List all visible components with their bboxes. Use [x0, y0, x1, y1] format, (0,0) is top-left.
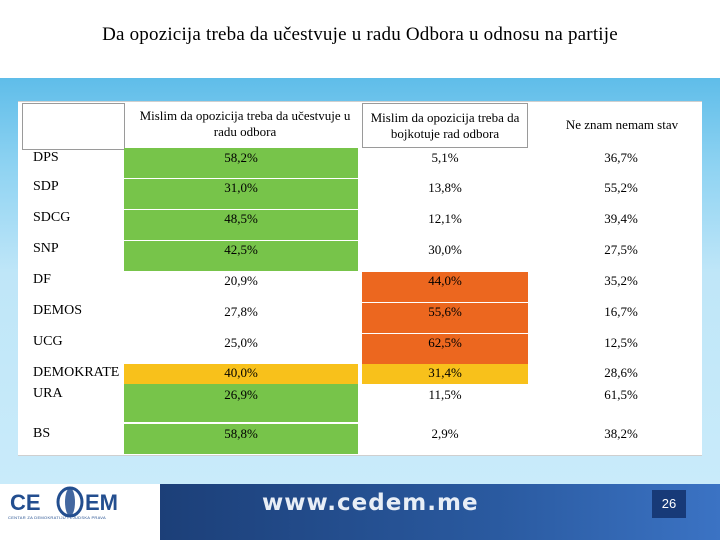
logo-text-left: CE	[10, 490, 41, 515]
cell-ura-participate: 26,9%	[124, 384, 358, 422]
cell-sdcg-boycott: 12,1%	[428, 211, 462, 226]
header-participate: Mislim da opozicija treba da učestvuje u…	[139, 108, 351, 139]
cell-sdp-noopinion: 55,2%	[604, 180, 638, 195]
cell-bs-boycott: 2,9%	[431, 426, 459, 441]
cell-df-noopinion: 35,2%	[604, 273, 638, 288]
row-label-sdp: SDP	[33, 179, 59, 194]
row-label-demokrate: DEMOKRATE	[33, 365, 120, 380]
logo-text-right: EM	[85, 490, 118, 515]
cell-snp-boycott: 30,0%	[428, 242, 462, 257]
cell-ucg-boycott: 62,5%	[362, 334, 528, 364]
footer-url[interactable]: www.cedem.me	[262, 490, 479, 516]
cedem-logo	[6, 486, 134, 530]
cell-demos-participate: 27,8%	[224, 304, 258, 319]
logo-mark-icon	[56, 486, 84, 518]
cell-demos-noopinion: 16,7%	[604, 304, 638, 319]
cell-dps-noopinion: 36,7%	[604, 150, 638, 165]
header-no-opinion: Ne znam nemam stav	[565, 117, 679, 132]
slide-title: Da opozicija treba da učestvuje u radu O…	[102, 24, 618, 45]
cell-sdcg-noopinion: 39,4%	[604, 211, 638, 226]
cell-sdp-boycott: 13,8%	[428, 180, 462, 195]
row-label-snp: SNP	[33, 241, 59, 256]
cell-ura-noopinion: 61,5%	[604, 387, 638, 402]
cell-demokrate-boycott: 31,4%	[362, 364, 528, 384]
cell-demos-boycott: 55,6%	[362, 303, 528, 333]
cell-ucg-noopinion: 12,5%	[604, 335, 638, 350]
header-boycott: Mislim da opozicija treba da bojkotuje r…	[362, 103, 528, 148]
row-label-dps: DPS	[33, 150, 59, 165]
row-label-bs: BS	[33, 426, 51, 441]
title-band	[0, 0, 720, 78]
cell-dps-participate: 58,2%	[124, 148, 358, 178]
row-label-demos: DEMOS	[33, 303, 83, 318]
cell-df-boycott: 44,0%	[362, 272, 528, 302]
cell-bs-noopinion: 38,2%	[604, 426, 638, 441]
cell-ucg-participate: 25,0%	[224, 335, 258, 350]
cell-ura-boycott: 11,5%	[428, 387, 462, 402]
cell-snp-noopinion: 27,5%	[604, 242, 638, 257]
cell-dps-boycott: 5,1%	[431, 150, 459, 165]
row-label-df: DF	[33, 272, 51, 287]
row-label-ura: URA	[33, 386, 63, 401]
cell-snp-participate: 42,5%	[124, 241, 358, 271]
table-corner-cell	[22, 103, 125, 150]
logo-subtitle: CENTAR ZA DEMOKRATIJU I LJUDSKA PRAVA	[8, 515, 106, 520]
row-label-sdcg: SDCG	[33, 210, 71, 225]
page-number: 26	[652, 490, 686, 518]
cell-df-participate: 20,9%	[224, 273, 258, 288]
footer-band	[160, 484, 720, 540]
cell-bs-participate: 58,8%	[124, 424, 358, 454]
cell-sdp-participate: 31,0%	[124, 179, 358, 209]
cell-sdcg-participate: 48,5%	[124, 210, 358, 240]
cell-demokrate-noopinion: 28,6%	[604, 365, 638, 380]
cell-demokrate-participate: 40,0%	[124, 364, 358, 384]
row-label-ucg: UCG	[33, 334, 63, 349]
